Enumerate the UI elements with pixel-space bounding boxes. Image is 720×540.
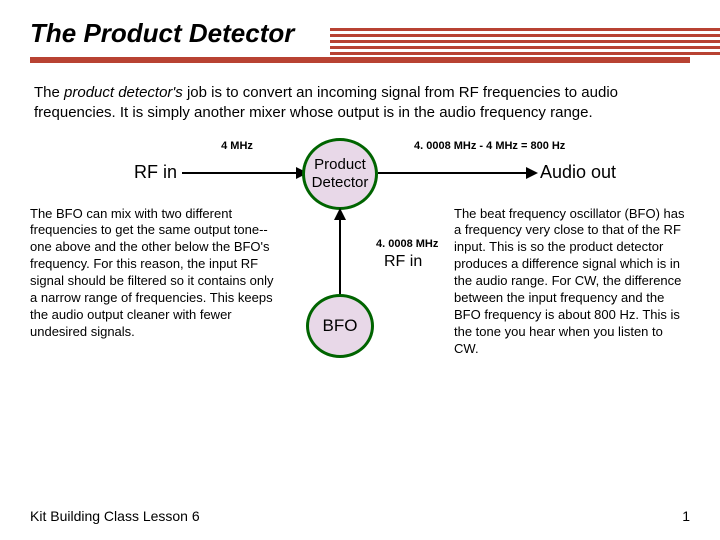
output-arrow-line	[378, 172, 526, 174]
audio-out-label: Audio out	[540, 162, 616, 183]
bfo-arrow-line	[339, 218, 341, 298]
input-frequency-label: 4 MHz	[212, 140, 262, 152]
left-explanation-text: The BFO can mix with two different frequ…	[30, 206, 280, 341]
intro-paragraph: The product detector's job is to convert…	[34, 83, 686, 124]
product-detector-node: Product Detector	[302, 138, 378, 210]
right-explanation-text: The beat frequency oscillator (BFO) has …	[454, 206, 690, 358]
slide-footer: Kit Building Class Lesson 6 1	[30, 508, 690, 524]
intro-italic: product detector's	[64, 84, 183, 101]
block-diagram: 4 MHz 4. 0008 MHz - 4 MHz = 800 Hz RF in…	[34, 136, 686, 436]
footer-page-number: 1	[682, 508, 690, 524]
rf-in-label: RF in	[134, 162, 177, 183]
bfo-arrow-head	[334, 208, 346, 220]
slide-content: The product detector's job is to convert…	[0, 63, 720, 436]
intro-prefix: The	[34, 84, 64, 101]
bfo-node: BFO	[306, 294, 374, 358]
footer-lesson-label: Kit Building Class Lesson 6	[30, 508, 200, 524]
input-arrow-line	[182, 172, 296, 174]
slide-header: The Product Detector	[0, 0, 720, 63]
bfo-frequency-label: 4. 0008 MHz	[376, 238, 456, 250]
output-frequency-label: 4. 0008 MHz - 4 MHz = 800 Hz	[414, 140, 614, 152]
bfo-rf-label: RF in	[384, 253, 422, 271]
header-decoration-lines	[330, 28, 720, 58]
output-arrow-head	[526, 167, 538, 179]
